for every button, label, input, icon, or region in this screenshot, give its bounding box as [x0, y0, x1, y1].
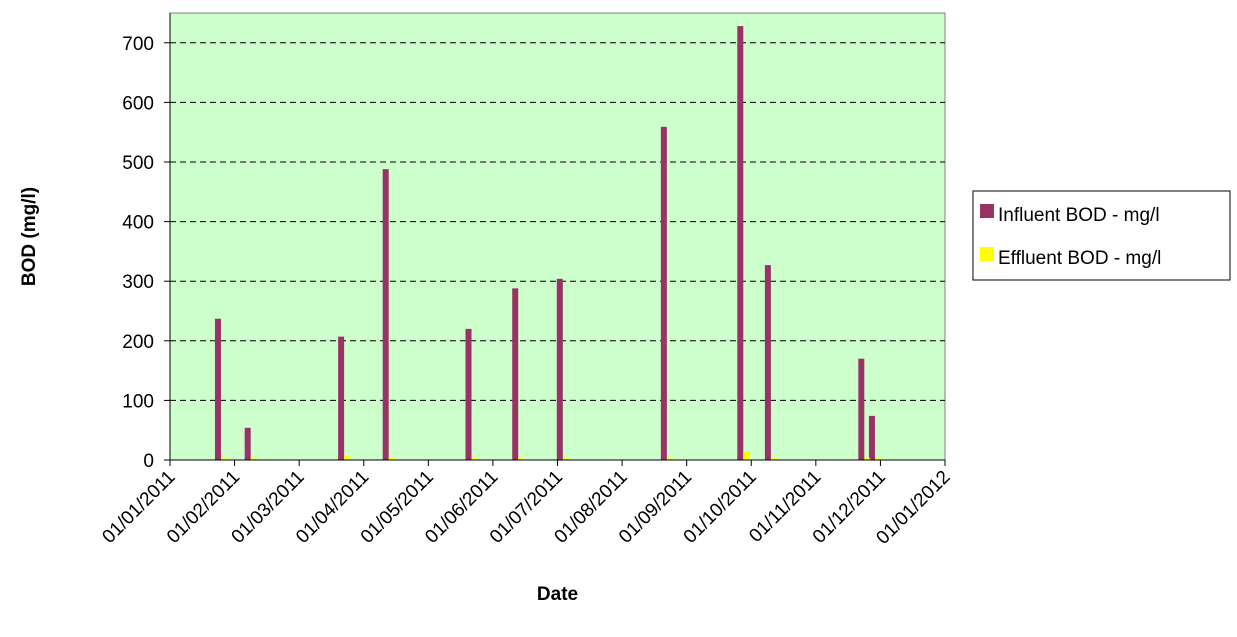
y-axis-title: BOD (mg/l)	[19, 187, 40, 286]
influent-bar	[737, 26, 744, 460]
effluent-bar	[666, 458, 673, 460]
legend-swatch-influent	[980, 204, 994, 218]
x-axis-title: Date	[537, 584, 578, 605]
x-tick-labels: 01/01/201101/02/201101/03/201101/04/2011…	[98, 467, 954, 549]
y-tick-label: 400	[122, 213, 154, 234]
effluent-bar	[874, 458, 881, 460]
influent-bar	[338, 336, 345, 460]
influent-bar	[382, 169, 389, 461]
bars	[214, 26, 881, 461]
effluent-bar	[220, 458, 227, 460]
influent-bar	[764, 265, 771, 460]
influent-bar	[858, 358, 865, 460]
legend-box	[972, 190, 1231, 281]
legend-label-influent: Influent BOD - mg/l	[998, 205, 1160, 226]
influent-bar	[868, 415, 875, 460]
effluent-bar	[864, 458, 871, 460]
effluent-bar	[743, 451, 750, 460]
grid-lines	[170, 42, 945, 401]
effluent-bar	[388, 457, 395, 460]
effluent-bar	[562, 458, 569, 460]
influent-bar	[660, 126, 667, 460]
legend-swatch-effluent	[980, 247, 994, 261]
y-tick-label: 500	[122, 153, 154, 174]
influent-bar	[556, 278, 563, 460]
y-tick-label: 600	[122, 93, 154, 114]
y-tick-label: 700	[122, 34, 154, 55]
y-tick-label: 200	[122, 332, 154, 353]
y-tick-labels: 0 100 200 300 400 500 600 700	[122, 34, 154, 472]
effluent-bar	[344, 455, 351, 460]
y-tick-label: 0	[143, 451, 154, 472]
effluent-bar	[518, 458, 525, 460]
influent-bar	[512, 288, 519, 460]
effluent-bar	[770, 458, 777, 460]
axes	[164, 13, 946, 466]
legend-label-effluent: Effluent BOD - mg/l	[998, 248, 1161, 269]
influent-bar	[465, 328, 472, 460]
legend: Influent BOD - mg/l Effluent BOD - mg/l	[972, 190, 1231, 281]
effluent-bar	[471, 458, 478, 460]
y-tick-label: 100	[122, 391, 154, 412]
y-tick-label: 300	[122, 272, 154, 293]
influent-bar	[244, 427, 251, 460]
influent-bar	[214, 318, 221, 460]
effluent-bar	[250, 458, 257, 460]
